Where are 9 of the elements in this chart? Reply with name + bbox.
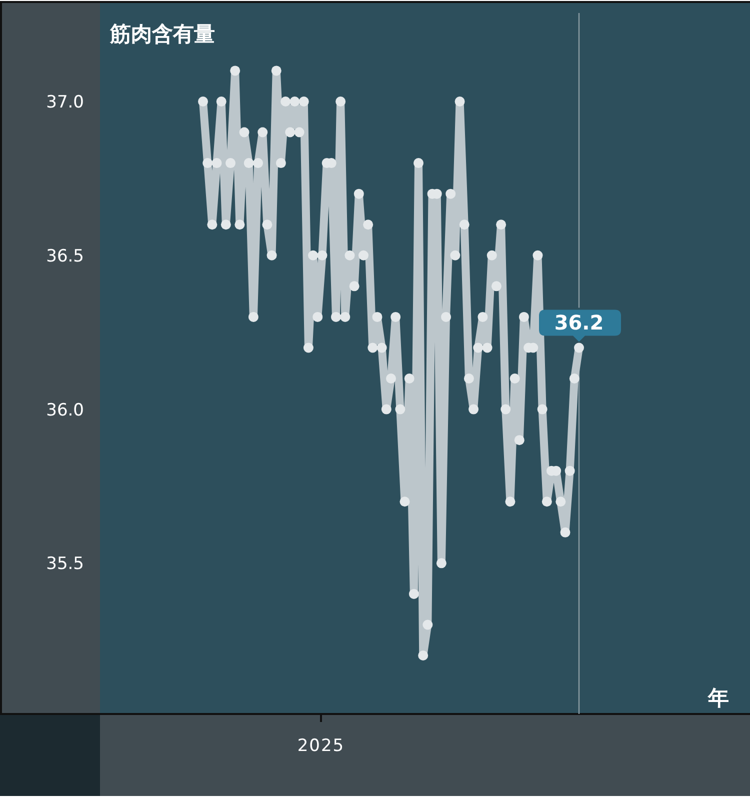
text: 2025 — [297, 736, 345, 756]
annotation: 36.2 — [554, 310, 604, 335]
y-tick-label: 37.0 — [46, 92, 84, 112]
y-axis-title: 筋肉含有量 — [109, 22, 215, 46]
tooltip: 36.2 — [539, 310, 621, 342]
y-tick-label: 36.0 — [46, 400, 84, 420]
y-tick-label: 36.5 — [46, 246, 84, 266]
y-tick-label: 35.5 — [46, 554, 84, 574]
text: 年 — [707, 686, 729, 710]
